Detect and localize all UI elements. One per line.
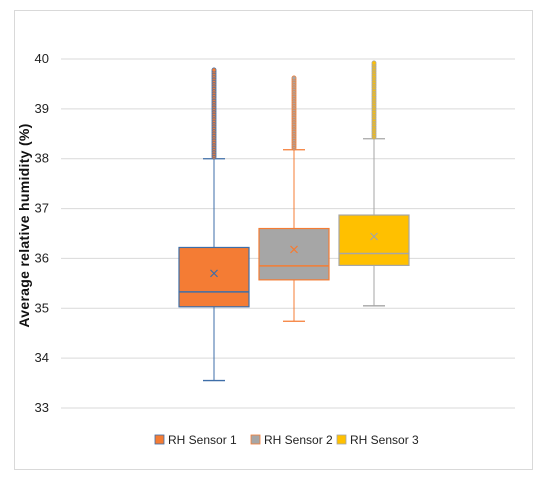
y-tick-label: 36 [35,250,49,265]
outlier-points [291,75,297,151]
box-layer [178,60,410,382]
mean-marker-stroke [210,269,218,278]
box-1 [178,67,250,382]
legend-swatch [154,434,165,445]
mean-marker-stroke [370,232,378,241]
outlier-point [291,75,297,81]
legend-label: RH Sensor 2 [264,433,333,447]
y-axis-label: Average relative humidity (%) [16,123,32,327]
y-tick-label: 40 [35,51,49,66]
mean-marker [370,232,378,241]
y-tick-label: 38 [35,151,49,166]
iqr-box [258,227,330,281]
mean-marker [210,269,218,278]
legend: RH Sensor 1 RH Sensor 2 RH Sensor 3 [154,433,419,447]
legend-label: RH Sensor 3 [350,433,419,447]
box-plot-chart: 33 34 35 36 37 38 39 40 Average relative humidi… [16,51,515,447]
y-tick-label: 34 [35,350,49,365]
y-tick-label: 37 [35,201,49,216]
chart-frame: 33 34 35 36 37 38 39 40 Average relative humidi… [14,10,533,470]
box-2 [258,75,330,322]
iqr-box [178,246,250,308]
y-tick-label: 33 [35,400,49,415]
legend-label: RH Sensor 1 [168,433,237,447]
y-tick-label: 35 [35,300,49,315]
box-3 [338,60,410,307]
legend-item-1: RH Sensor 1 [154,433,237,447]
legend-swatch [250,434,261,445]
outlier-point [211,67,217,73]
outlier-points [371,60,377,140]
iqr-box [338,214,410,267]
legend-item-2: RH Sensor 2 [250,433,333,447]
grid-layer [61,58,515,409]
legend-item-3: RH Sensor 3 [336,433,419,447]
y-tick-label: 39 [35,101,49,116]
outlier-point [371,60,377,66]
mean-marker-stroke [290,245,298,254]
mean-marker [290,245,298,254]
y-axis-ticks: 33 34 35 36 37 38 39 40 [35,51,49,415]
legend-swatch [336,434,347,445]
outlier-points [211,67,217,160]
